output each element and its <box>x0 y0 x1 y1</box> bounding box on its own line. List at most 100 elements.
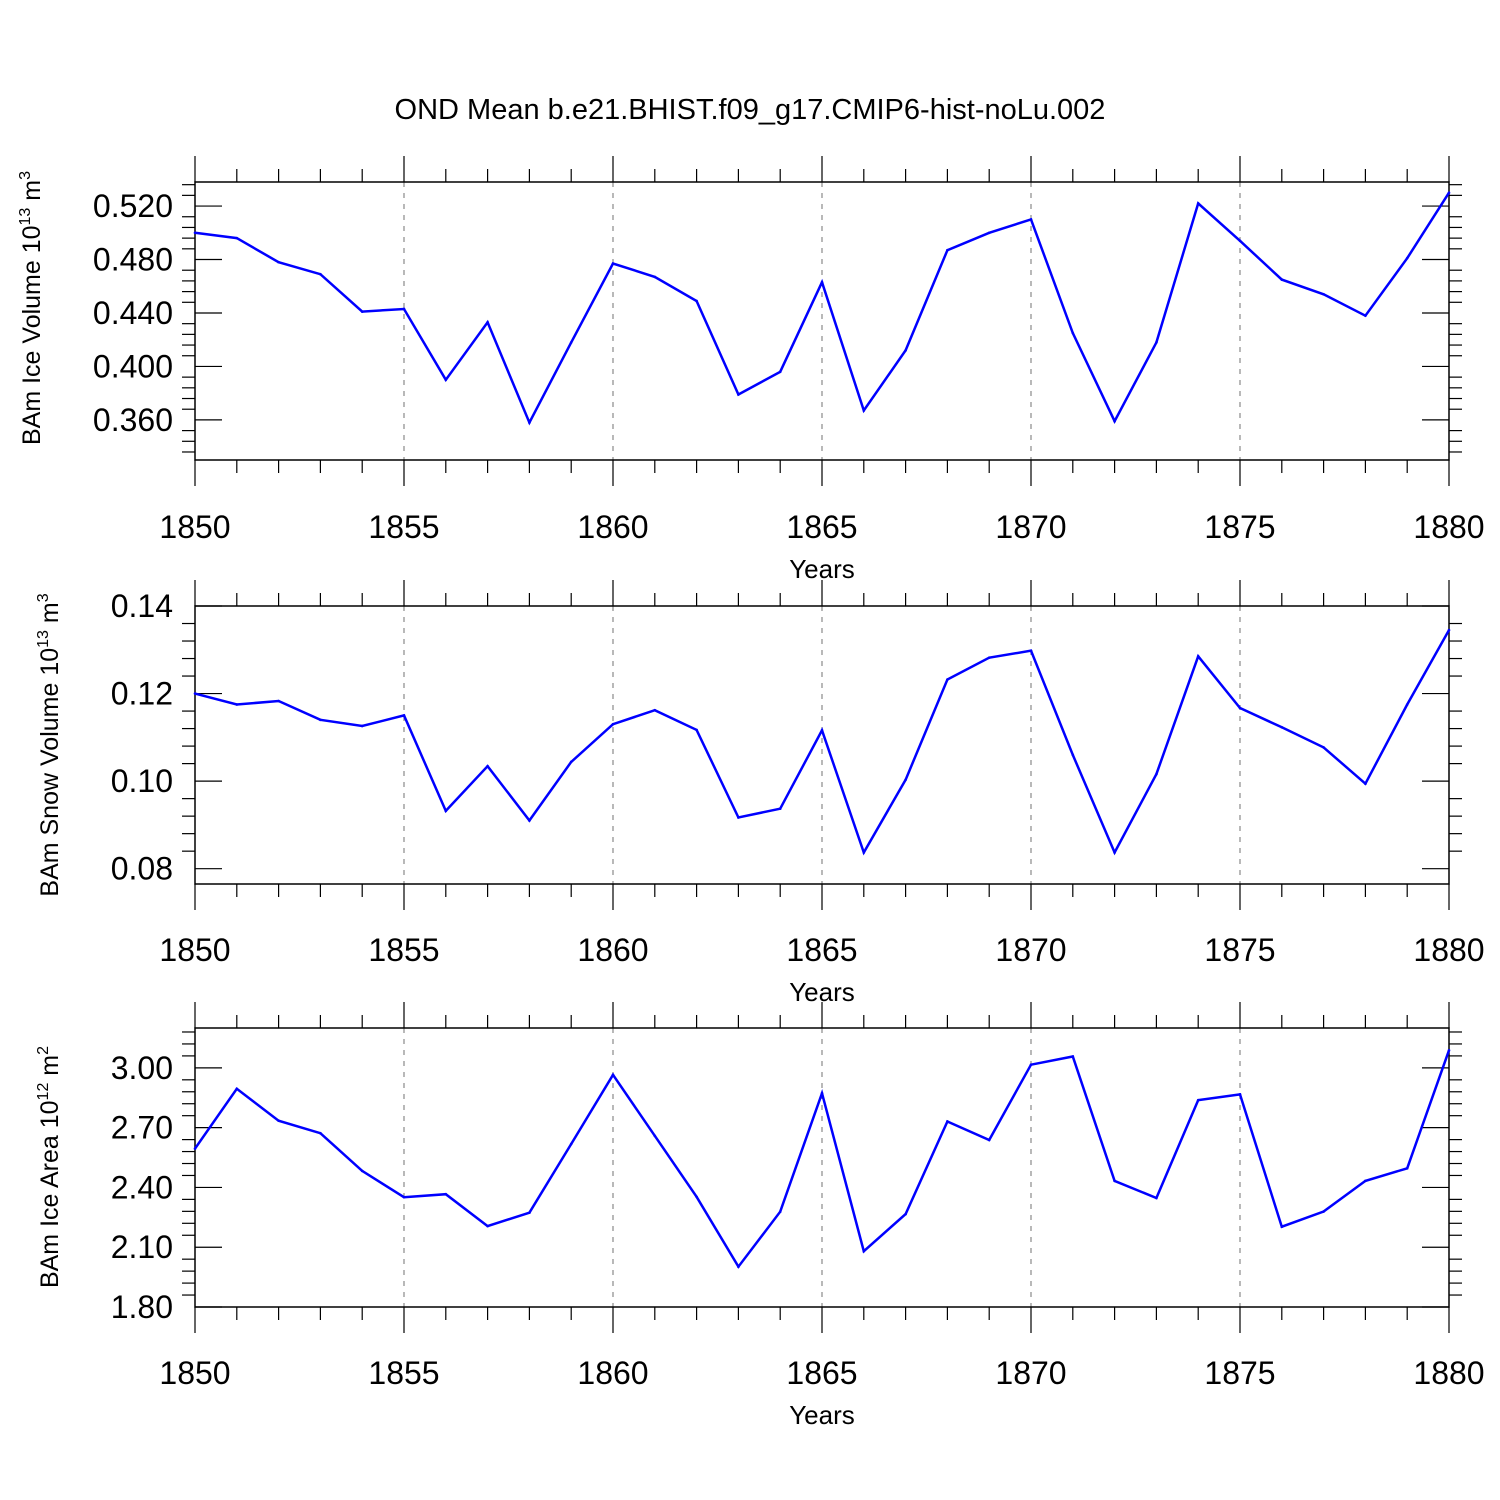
x-tick-label: 1880 <box>1413 932 1484 968</box>
data-point <box>1155 341 1158 344</box>
data-point <box>987 1138 991 1142</box>
data-point <box>946 248 949 252</box>
chart-panels: 0.360 0.400 0.440 0.480 0.520 1850 1855 1860 186… <box>17 156 1485 1430</box>
data-point <box>737 393 740 396</box>
data-point <box>1196 1098 1200 1102</box>
data-point <box>277 699 280 703</box>
data-point <box>987 231 991 235</box>
data-point <box>1322 1210 1325 1213</box>
data-point <box>611 262 615 265</box>
data-point <box>277 1119 280 1122</box>
data-point <box>1322 292 1325 296</box>
data-point <box>695 299 698 303</box>
x-axis-label: Years <box>789 1400 855 1430</box>
data-point <box>1322 746 1325 749</box>
x-tick-label: 1870 <box>995 1355 1066 1391</box>
x-tick-label: 1875 <box>1204 1355 1275 1391</box>
y-axis-label: BAm Snow Volume 1013 m3 <box>35 593 64 896</box>
x-tick-label: 1860 <box>577 509 648 545</box>
data-point <box>528 421 531 424</box>
series-line <box>193 1049 1451 1269</box>
data-point <box>486 1224 489 1228</box>
x-tick-label: 1850 <box>159 932 230 968</box>
y-tick-label: 2.10 <box>111 1229 173 1265</box>
x-tick-label: 1855 <box>368 932 439 968</box>
data-point <box>653 708 657 712</box>
data-point <box>1155 1196 1158 1200</box>
data-point <box>235 703 239 706</box>
y-axis-label-part: BAm Snow Volume 10 <box>36 648 64 897</box>
x-tick-label: 1870 <box>995 932 1066 968</box>
y-axis-label: BAm Ice Area 1012 m2 <box>35 1046 64 1288</box>
data-point <box>862 851 866 854</box>
y-tick-label: 0.400 <box>93 348 173 384</box>
data-point <box>1364 314 1367 317</box>
data-point <box>1113 851 1116 854</box>
y-tick-label: 0.14 <box>111 588 173 624</box>
x-tick-label: 1875 <box>1204 932 1275 968</box>
data-point <box>946 1120 949 1123</box>
data-point <box>611 722 615 726</box>
y-axis-label-superscript: 13 <box>17 208 34 226</box>
data-point <box>1238 239 1242 243</box>
data-point <box>778 370 782 374</box>
y-tick-label: 0.08 <box>111 851 173 887</box>
chart-panel-1: 0.360 0.400 0.440 0.480 0.520 1850 1855 1860 186… <box>17 156 1485 584</box>
data-point <box>778 1210 782 1214</box>
data-point <box>402 714 406 717</box>
plot-frame <box>194 1027 1450 1308</box>
data-point <box>319 1131 322 1135</box>
y-axis-label-part: m <box>36 602 64 630</box>
chart-panel-2: 0.08 0.10 0.12 0.14 1850 1855 1860 1865 1870 1875… <box>35 580 1485 1007</box>
x-tick-label: 1865 <box>786 509 857 545</box>
x-tick-label: 1865 <box>786 932 857 968</box>
data-point <box>1447 191 1451 194</box>
y-tick-label: 2.70 <box>111 1110 173 1146</box>
data-point <box>1155 772 1158 776</box>
data-point <box>820 1091 824 1095</box>
data-point <box>1405 1166 1409 1170</box>
data-point <box>904 349 907 352</box>
data-point <box>737 1265 740 1269</box>
data-point <box>444 1192 448 1196</box>
data-point <box>1029 1063 1033 1066</box>
data-point <box>319 718 322 722</box>
data-point <box>1364 1179 1367 1183</box>
data-point <box>1196 655 1200 658</box>
data-point <box>1280 278 1284 281</box>
data-point <box>904 1212 907 1216</box>
data-point <box>193 231 197 235</box>
y-tick-label: 0.440 <box>93 295 173 331</box>
x-tick-label: 1860 <box>577 1355 648 1391</box>
data-point <box>1405 703 1409 706</box>
data-point <box>486 764 489 768</box>
y-tick-label: 1.80 <box>111 1289 173 1325</box>
data-point <box>1280 725 1284 729</box>
data-point <box>569 1142 573 1146</box>
y-axis-label-superscript: 2 <box>35 1046 52 1055</box>
data-point <box>444 809 448 813</box>
x-tick-label: 1860 <box>577 932 648 968</box>
data-point <box>653 275 657 279</box>
x-tick-label: 1865 <box>786 1355 857 1391</box>
data-point <box>402 1195 406 1199</box>
y-axis-label: BAm Ice Volume 1013 m3 <box>17 171 46 445</box>
y-tick-label: 0.10 <box>111 763 173 799</box>
y-axis-label-superscript: 3 <box>17 171 34 180</box>
data-point <box>946 678 949 681</box>
data-point <box>862 409 866 412</box>
data-point <box>1071 1055 1075 1058</box>
data-point <box>1071 753 1075 757</box>
y-tick-label: 2.40 <box>111 1169 173 1205</box>
y-axis-label-superscript: 12 <box>35 1083 52 1101</box>
data-point <box>1405 256 1409 260</box>
data-point <box>695 728 698 732</box>
x-axis-label: Years <box>789 554 855 584</box>
y-axis-label-part: BAm Ice Volume 10 <box>18 225 46 445</box>
data-point <box>486 321 489 324</box>
plot-frame <box>194 605 1450 885</box>
y-axis-label-part: m <box>36 1055 64 1083</box>
data-point <box>695 1195 698 1199</box>
data-point <box>1196 202 1200 205</box>
